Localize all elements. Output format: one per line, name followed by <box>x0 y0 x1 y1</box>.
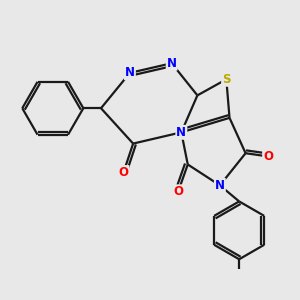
Text: N: N <box>215 179 225 192</box>
Text: O: O <box>173 185 183 198</box>
Text: N: N <box>125 66 135 80</box>
Text: N: N <box>167 57 177 70</box>
Text: N: N <box>176 126 186 139</box>
Text: O: O <box>263 150 273 163</box>
Text: O: O <box>118 166 128 179</box>
Text: S: S <box>222 73 231 86</box>
